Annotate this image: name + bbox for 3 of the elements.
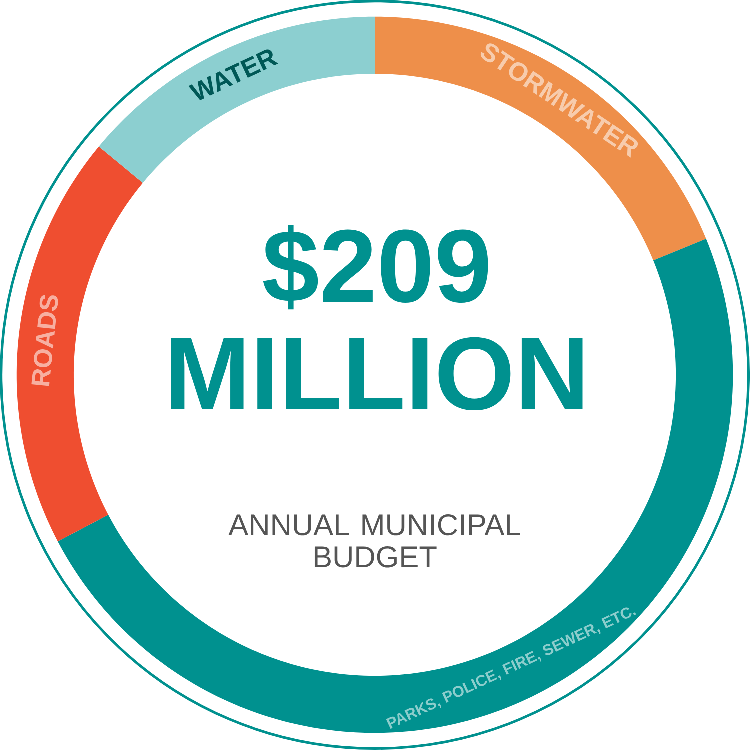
text: ANNUAL MUNICIPAL BUDGET bbox=[228, 514, 520, 568]
slice-label: ROADS bbox=[32, 295, 58, 386]
text: $209 MILLION bbox=[171, 225, 583, 411]
